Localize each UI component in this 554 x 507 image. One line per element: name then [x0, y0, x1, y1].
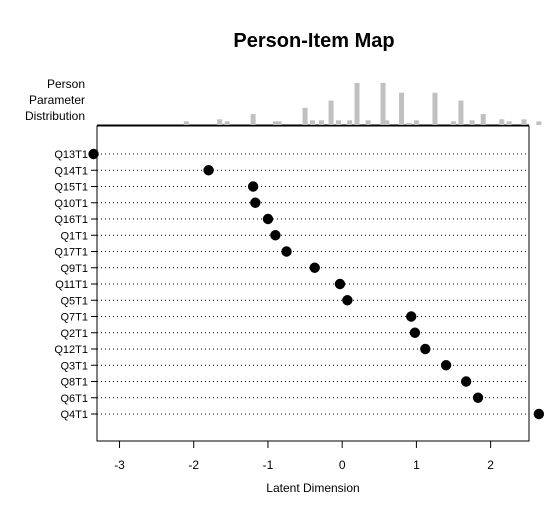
x-tick-label: -1 — [263, 458, 274, 472]
item-labels: Q13T1 Q14T1 Q15T1 Q10T1 Q16T1 Q1T1 Q17T1 Q9T1 Q1… — [54, 149, 88, 421]
item-label: Q7T1 — [60, 312, 88, 324]
item-label: Q8T1 — [60, 377, 88, 389]
item-point — [203, 165, 214, 176]
histogram-bar — [347, 120, 353, 125]
histogram-bar — [302, 107, 308, 125]
item-label: Q10T1 — [54, 198, 88, 210]
histogram-bar — [536, 121, 542, 125]
item-point — [342, 295, 353, 306]
item-label: Q16T1 — [54, 214, 88, 226]
histogram-bar — [310, 120, 315, 125]
grid-lines — [91, 153, 529, 415]
histogram-bar — [365, 120, 371, 125]
x-axis: -3 -2 -1 0 1 2 — [114, 441, 494, 472]
item-label: Q5T1 — [60, 295, 88, 307]
x-tick-label: -3 — [114, 458, 125, 472]
item-label: Q15T1 — [54, 182, 88, 194]
item-point — [247, 181, 259, 192]
histogram-bar — [458, 100, 464, 125]
item-point — [88, 148, 99, 160]
histogram-bar — [506, 121, 512, 125]
item-points — [88, 148, 545, 420]
item-point — [409, 327, 421, 338]
histogram-bar — [224, 121, 230, 125]
item-point — [533, 408, 545, 420]
histogram-bar — [399, 92, 405, 125]
item-label: Q6T1 — [60, 393, 88, 405]
item-label: Q9T1 — [60, 263, 88, 275]
histogram-bar — [183, 121, 189, 125]
item-label: Q3T1 — [60, 360, 88, 372]
histogram-bar — [432, 92, 438, 125]
histogram-bar — [354, 82, 360, 125]
histogram-bar — [406, 122, 412, 125]
chart-title: Person-Item Map — [233, 30, 394, 52]
x-tick-label: 0 — [339, 458, 346, 472]
item-point — [250, 197, 261, 208]
histogram-bar — [380, 82, 386, 125]
histogram-bar — [217, 119, 223, 125]
item-label: Q12T1 — [54, 344, 88, 356]
x-tick-label: 2 — [487, 458, 494, 472]
item-point — [262, 213, 274, 225]
x-axis-label: Latent Dimension — [266, 481, 359, 495]
histogram-bar — [328, 100, 334, 125]
x-tick-label: 1 — [413, 458, 420, 472]
item-label: Q17T1 — [54, 247, 88, 259]
histogram-bar — [250, 114, 256, 125]
person-parameter-label: Person Parameter Distribution — [25, 77, 85, 123]
histogram-bar — [469, 120, 475, 125]
item-point — [472, 392, 484, 403]
top-panel-label-line-2: Parameter — [29, 93, 85, 107]
histogram-bar — [318, 120, 324, 125]
item-point — [420, 343, 431, 355]
item-label: Q13T1 — [54, 149, 88, 161]
histogram-bar — [499, 119, 505, 125]
histogram-bar — [413, 120, 419, 125]
histogram-bar — [272, 121, 278, 125]
histogram-bar — [521, 119, 527, 125]
histogram-bar — [451, 121, 457, 125]
histogram-bar — [384, 120, 390, 125]
top-panel-label-line-3: Distribution — [25, 109, 85, 123]
item-point — [281, 246, 292, 257]
item-label: Q2T1 — [60, 328, 88, 340]
item-point — [440, 360, 452, 371]
item-point — [309, 262, 320, 273]
item-label: Q11T1 — [55, 279, 88, 291]
histogram-bar — [335, 120, 341, 125]
item-label: Q4T1 — [60, 409, 88, 421]
top-panel-label-line-1: Person — [47, 77, 85, 91]
person-distribution-histogram — [97, 82, 542, 126]
histogram-bar — [480, 114, 486, 125]
item-point — [270, 230, 281, 241]
item-label: Q14T1 — [54, 165, 88, 177]
item-point — [460, 376, 472, 387]
item-point — [406, 311, 417, 322]
item-label: Q1T1 — [60, 230, 88, 242]
item-point — [334, 278, 346, 290]
histogram-bar — [276, 121, 282, 125]
x-tick-label: -2 — [188, 458, 199, 472]
